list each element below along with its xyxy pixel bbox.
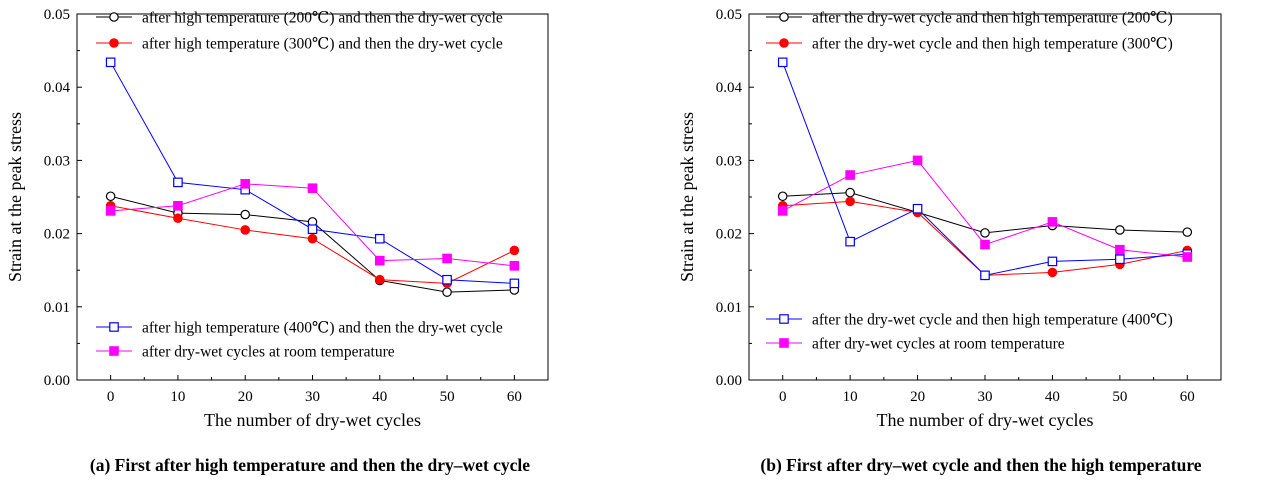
x-tick-label: 40: [1045, 389, 1060, 405]
data-point: [845, 187, 855, 198]
x-tick-label: 60: [507, 389, 522, 405]
y-tick-label: 0.03: [44, 153, 70, 169]
data-point: [240, 209, 251, 220]
x-tick-label: 30: [305, 389, 320, 405]
data-point: [912, 203, 923, 214]
data-point: [777, 206, 788, 216]
data-point: [240, 225, 251, 235]
data-point: [509, 245, 520, 256]
x-tick-label: 0: [107, 389, 115, 405]
data-point: [980, 228, 990, 238]
data-point: [1047, 217, 1058, 227]
y-tick-label: 0.02: [716, 227, 742, 243]
legend-label: after dry-wet cycles at room temperature: [812, 336, 1065, 353]
data-point: [845, 236, 855, 247]
data-point: [1047, 267, 1058, 278]
data-point: [980, 270, 990, 281]
data-point: [1115, 254, 1125, 265]
y-tick-label: 0.01: [716, 300, 742, 316]
data-point: [442, 253, 452, 264]
data-point: [240, 179, 251, 189]
x-tick-label: 40: [372, 389, 387, 405]
legend-marker: [779, 12, 789, 22]
data-point: [105, 191, 116, 202]
data-point: [307, 233, 318, 244]
x-tick-label: 10: [170, 389, 185, 405]
legend-label: after high temperature (200℃) and then t…: [142, 10, 503, 27]
series-line: [110, 62, 515, 284]
legend-label: after dry-wet cycles at room temperature: [142, 344, 395, 361]
x-tick-label: 20: [910, 389, 925, 405]
y-tick-label: 0.04: [716, 80, 743, 96]
y-tick-label: 0.05: [44, 7, 70, 23]
data-point: [105, 57, 116, 68]
legend-label: after the dry-wet cycle and then high te…: [812, 10, 1173, 27]
data-point: [442, 274, 452, 285]
legend-marker: [109, 322, 119, 332]
legend-marker: [109, 346, 119, 356]
data-point: [374, 274, 385, 285]
series-line: [782, 200, 1188, 276]
x-tick-label: 0: [779, 389, 787, 405]
figure-caption: (a) First after high temperature and the…: [90, 455, 530, 475]
legend-label: after the dry-wet cycle and then high te…: [812, 36, 1173, 53]
data-point: [374, 233, 385, 244]
data-point: [777, 191, 788, 202]
x-tick-label: 30: [978, 389, 993, 405]
data-point: [1115, 244, 1125, 255]
y-axis-label: Strain at the peak stress: [5, 112, 25, 282]
data-point: [307, 224, 318, 235]
y-tick-label: 0.05: [716, 7, 742, 23]
data-point: [777, 57, 788, 68]
legend-marker: [779, 338, 789, 348]
chart-panel-b: 0.00 0.01 0.02 0.03 0.04 0.05 0 10 20 30 40 50 60 The…: [677, 7, 1222, 475]
data-point: [1047, 256, 1058, 267]
x-axis-label: The number of dry-wet cycles: [204, 410, 421, 430]
legend-marker: [109, 12, 119, 22]
x-tick-label: 60: [1180, 389, 1195, 405]
data-point: [509, 261, 520, 271]
data-point: [912, 155, 923, 166]
y-tick-label: 0.00: [716, 373, 742, 389]
data-point: [307, 183, 318, 194]
legend-label: after the dry-wet cycle and then high te…: [812, 312, 1173, 329]
data-point: [173, 200, 183, 211]
data-point: [845, 170, 855, 180]
x-axis-label: The number of dry-wet cycles: [877, 410, 1094, 430]
y-tick-label: 0.02: [44, 227, 70, 243]
x-tick-label: 50: [440, 389, 455, 405]
data-point: [374, 255, 385, 266]
legend-marker: [779, 314, 789, 324]
y-tick-label: 0.01: [44, 300, 70, 316]
x-tick-label: 50: [1112, 389, 1127, 405]
chart-panel-a: 0.00 0.01 0.02 0.03 0.04 0.05 0 10 20 30 40 50 60 The…: [5, 7, 549, 475]
data-point: [1115, 225, 1125, 235]
figure-caption: (b) First after dry–wet cycle and then t…: [760, 455, 1201, 475]
data-point: [845, 196, 855, 207]
legend-marker: [779, 38, 789, 48]
legend-label: after high temperature (300℃) and then t…: [142, 36, 503, 53]
y-tick-label: 0.03: [716, 153, 742, 169]
series-line: [782, 192, 1188, 234]
data-point: [1182, 227, 1193, 237]
series-line: [110, 195, 515, 293]
data-point: [1182, 252, 1193, 262]
y-tick-label: 0.04: [44, 80, 71, 96]
data-point: [980, 239, 990, 250]
legend-marker: [109, 38, 119, 48]
data-point: [442, 287, 452, 297]
y-axis-label: Strain at the peak stress: [677, 112, 697, 282]
x-tick-label: 10: [843, 389, 858, 405]
data-point: [173, 213, 183, 224]
data-point: [509, 278, 520, 289]
data-point: [173, 177, 183, 188]
legend-label: after high temperature (400℃) and then t…: [142, 320, 503, 337]
y-tick-label: 0.00: [44, 373, 70, 389]
data-point: [105, 206, 116, 216]
x-tick-label: 20: [238, 389, 253, 405]
